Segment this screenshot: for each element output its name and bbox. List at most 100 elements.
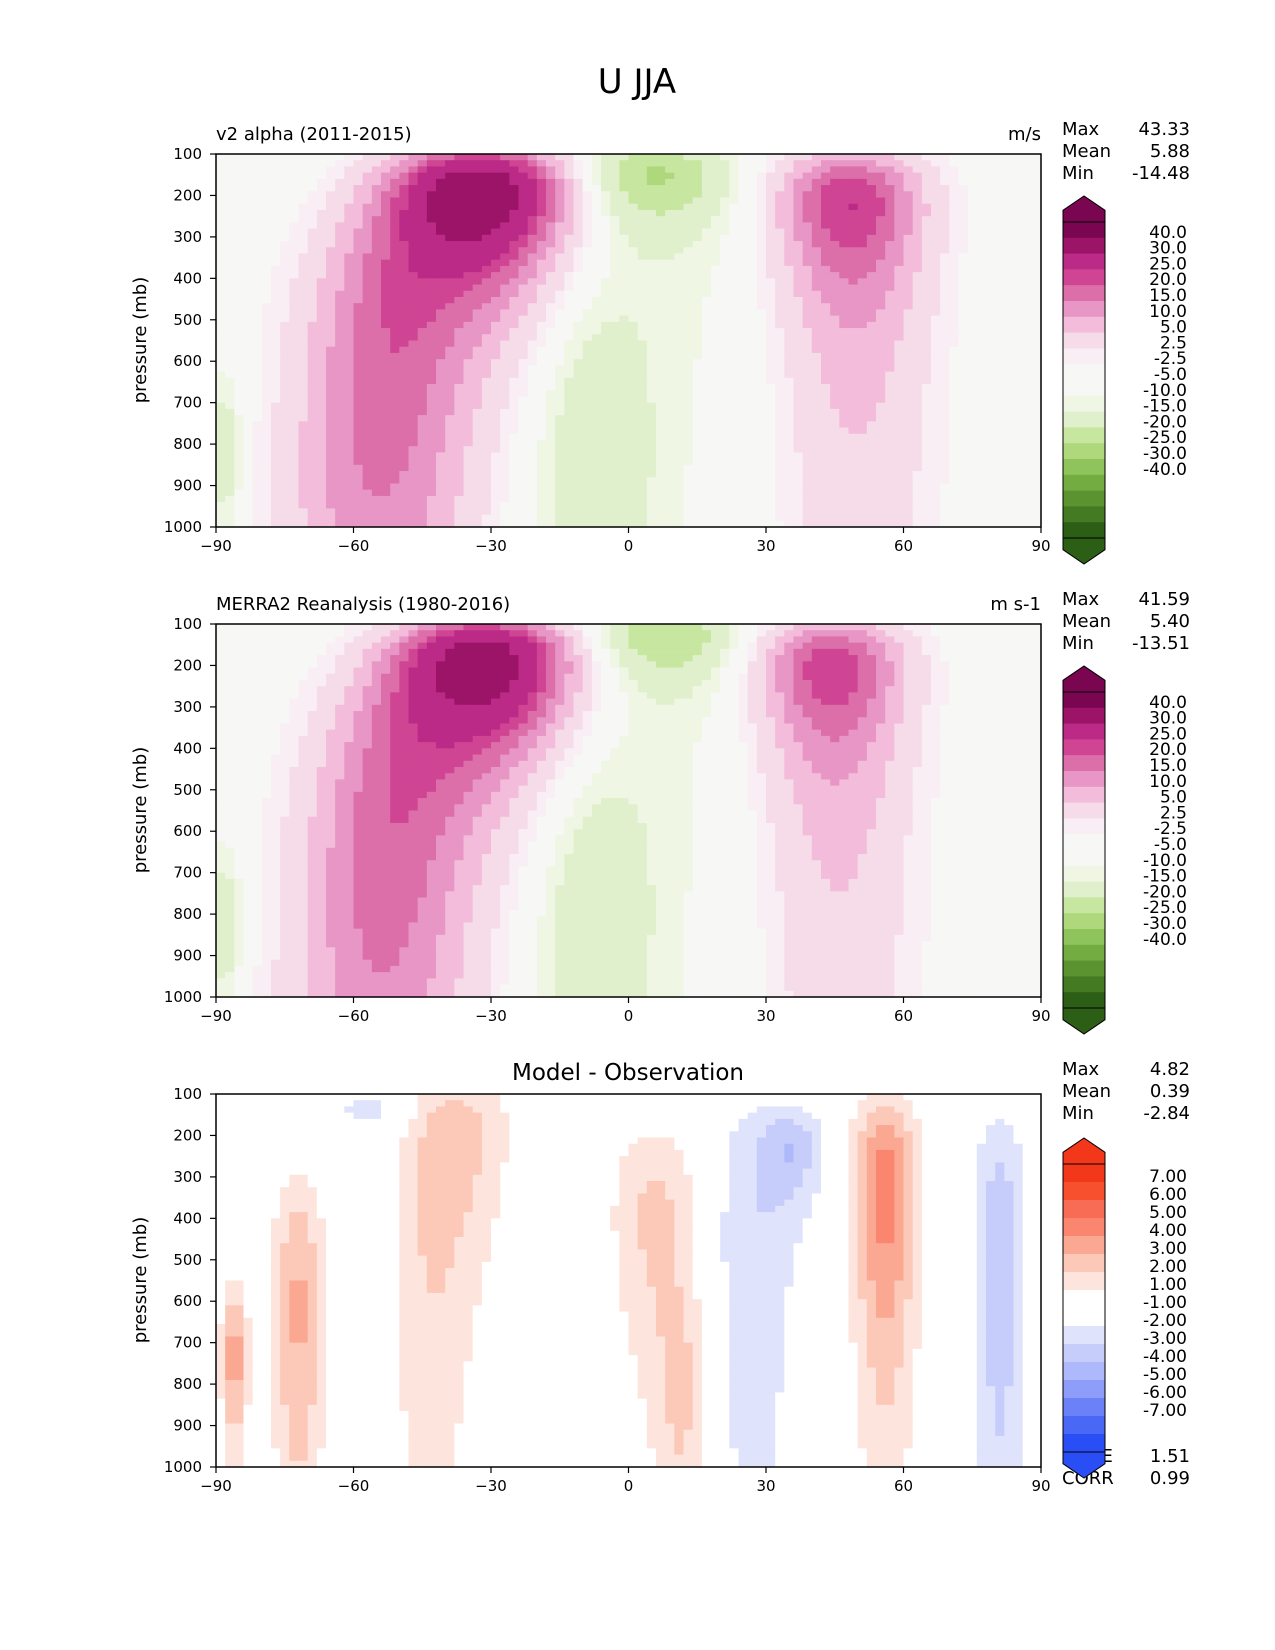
contour-cell	[756, 415, 767, 422]
contour-cell	[830, 197, 840, 205]
contour-cell	[802, 446, 813, 453]
contour-cell	[307, 290, 318, 298]
contour-cell	[921, 247, 932, 255]
contour-cell	[491, 477, 501, 485]
contour-cell	[298, 371, 309, 379]
contour-cell	[527, 234, 538, 242]
contour-cell	[976, 197, 987, 205]
contour-cell	[491, 209, 501, 217]
contour-cell	[802, 315, 813, 323]
contour-cell	[756, 402, 767, 410]
contour-cell	[738, 259, 749, 267]
contour-cell	[445, 446, 455, 453]
contour-cell	[564, 278, 575, 286]
contour-cell	[692, 371, 703, 379]
contour-cell	[766, 160, 776, 168]
contour-cell	[986, 371, 996, 379]
contour-cell	[316, 377, 327, 385]
contour-cell	[536, 284, 547, 292]
contour-cell	[381, 384, 391, 391]
contour-cell	[848, 172, 859, 180]
contour-cell	[454, 303, 465, 311]
contour-cell	[316, 172, 327, 180]
contour-cell	[701, 296, 712, 304]
contour-cell	[637, 160, 648, 168]
contour-cell	[1013, 315, 1024, 323]
contour-cell	[344, 296, 355, 304]
contour-cell	[527, 247, 538, 255]
contour-cell	[921, 191, 932, 199]
contour-cell	[701, 452, 712, 460]
contour-cell	[582, 197, 593, 205]
contour-cell	[335, 384, 345, 391]
contour-cell	[225, 464, 235, 472]
contour-cell	[949, 178, 960, 186]
contour-cell	[940, 334, 950, 342]
contour-cell	[280, 396, 290, 404]
contour-cell	[701, 315, 712, 323]
contour-cell	[335, 483, 345, 491]
contour-cell	[958, 234, 969, 242]
contour-cell	[1013, 197, 1024, 205]
contour-cell	[894, 464, 905, 472]
contour-cell	[417, 259, 428, 267]
contour-cell	[344, 365, 355, 373]
contour-cell	[601, 359, 611, 366]
contour-cell	[903, 296, 914, 304]
contour-cell	[261, 209, 272, 217]
contour-cell	[417, 359, 428, 366]
contour-cell	[399, 477, 410, 485]
contour-cell	[472, 371, 483, 379]
contour-cell	[298, 396, 309, 404]
contour-cell	[912, 247, 923, 255]
contour-cell	[234, 427, 245, 435]
contour-cell	[591, 247, 602, 255]
contour-cell	[298, 278, 309, 286]
contour-cell	[729, 172, 740, 180]
contour-cell	[436, 321, 446, 329]
contour-cell	[1004, 334, 1015, 342]
contour-cell	[500, 290, 510, 298]
contour-cell	[216, 408, 226, 416]
contour-cell	[885, 253, 895, 261]
contour-cell	[280, 408, 290, 416]
contour-cell	[326, 178, 336, 186]
contour-cell	[692, 446, 703, 453]
contour-cell	[454, 178, 465, 186]
contour-cell	[701, 384, 712, 391]
contour-cell	[472, 216, 483, 223]
contour-cell	[390, 272, 400, 279]
contour-cell	[912, 340, 923, 348]
contour-cell	[931, 352, 941, 360]
contour-cell	[527, 241, 538, 248]
contour-cell	[381, 172, 391, 180]
contour-cell	[381, 178, 391, 186]
contour-cell	[995, 471, 1005, 478]
contour-cell	[683, 328, 694, 335]
contour-cell	[876, 185, 886, 192]
contour-cell	[701, 371, 712, 379]
contour-cell	[949, 346, 960, 354]
contour-cell	[793, 421, 804, 429]
contour-cell	[646, 439, 657, 447]
contour-cell	[546, 154, 556, 161]
contour-cell	[656, 477, 666, 485]
contour-cell	[949, 328, 960, 335]
contour-cell	[500, 253, 510, 261]
contour-cell	[793, 346, 804, 354]
contour-cell	[289, 272, 300, 279]
contour-cell	[738, 446, 749, 453]
contour-cell	[261, 265, 272, 273]
contour-cell	[426, 191, 437, 199]
contour-cell	[921, 433, 932, 441]
contour-cell	[573, 247, 584, 255]
contour-cell	[839, 458, 850, 466]
contour-cell	[582, 439, 593, 447]
contour-cell	[619, 191, 630, 199]
contour-cell	[371, 278, 382, 286]
contour-cell	[307, 334, 318, 342]
contour-cell	[527, 402, 538, 410]
contour-cell	[866, 309, 877, 317]
contour-cell	[903, 371, 914, 379]
contour-cell	[564, 222, 575, 230]
